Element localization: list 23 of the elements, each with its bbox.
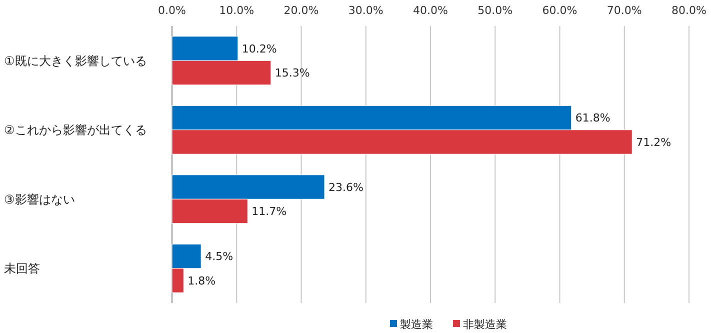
data-label: 23.6% bbox=[328, 180, 364, 194]
data-label: 1.8% bbox=[188, 274, 216, 288]
x-tick-label: 70.0% bbox=[606, 4, 642, 17]
y-tick-label: ②これから影響が出てくる bbox=[4, 123, 147, 138]
x-tick-label: 40.0% bbox=[413, 4, 448, 17]
data-label: 4.5% bbox=[205, 250, 234, 264]
data-label: 61.8% bbox=[575, 112, 610, 125]
x-tick-label: 0.0% bbox=[158, 4, 186, 17]
y-tick-label: ①既に大きく影響している bbox=[4, 54, 147, 68]
legend-label: 製造業 bbox=[400, 318, 433, 331]
y-tick-label: 未回答 bbox=[4, 262, 40, 276]
data-label: 10.2% bbox=[242, 42, 277, 56]
x-tick-label: 10.0% bbox=[219, 4, 254, 17]
data-label: 15.3% bbox=[274, 66, 310, 80]
x-tick-label: 20.0% bbox=[284, 4, 319, 17]
data-label: 11.7% bbox=[252, 205, 287, 218]
data-label: 71.2% bbox=[636, 136, 672, 149]
x-tick-label: 60.0% bbox=[542, 4, 578, 17]
x-tick-label: 50.0% bbox=[478, 4, 513, 17]
legend-label: 非製造業 bbox=[463, 318, 507, 331]
x-tick-label: 80.0% bbox=[672, 4, 706, 17]
y-tick-label: ③影響はない bbox=[4, 192, 75, 206]
x-tick-label: 30.0% bbox=[348, 4, 384, 17]
